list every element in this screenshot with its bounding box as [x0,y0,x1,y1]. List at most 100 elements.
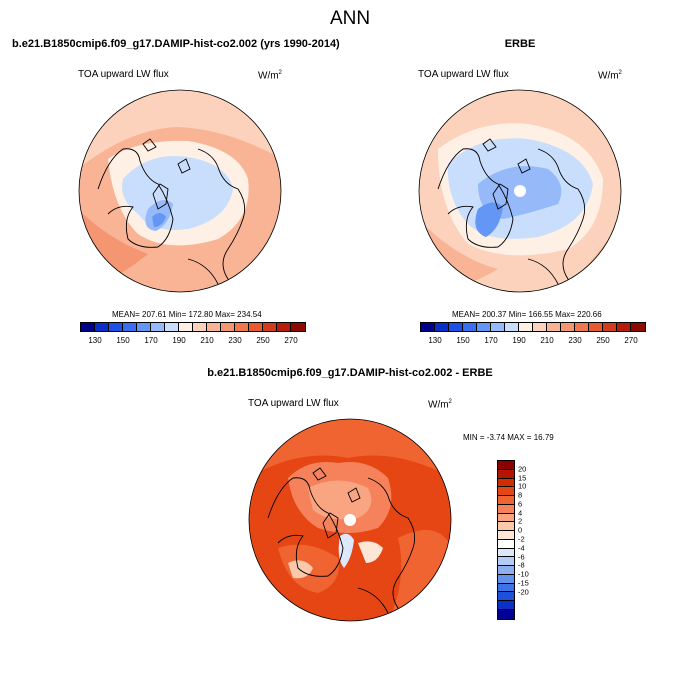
diff-colorbar-ticks: 20 15 10 8 6 4 2 0 -2 -4 -6 -8 -10 -15 -20 [518,460,548,618]
colorbar-swatch [498,513,514,523]
model-stats: MEAN= 207.61 Min= 172.80 Max= 234.54 [112,310,262,319]
colorbar-tick-label: 4 [518,508,523,518]
colorbar-swatch [589,323,603,331]
colorbar-swatch [249,323,263,331]
colorbar-tick-label: -20 [518,587,529,597]
colorbar-swatch [435,323,449,331]
colorbar-tick-label: 0 [518,525,523,535]
colorbar-swatch [498,487,514,497]
colorbar-tick-label: 8 [518,490,523,500]
diff-variable-label: TOA upward LW flux [248,398,339,409]
colorbar-swatch [498,601,514,611]
model-units-label: W/m2 [258,70,282,82]
colorbar-tick-label: 250 [596,336,610,345]
colorbar-swatch [263,323,277,331]
colorbar-tick-label: 15 [518,473,527,483]
diff-panel-title: b.e21.B1850cmip6.f09_g17.DAMIP-hist-co2.… [207,367,493,379]
colorbar-tick-label: -4 [518,543,525,553]
diff-units-label: W/m2 [428,399,452,411]
colorbar-swatch [498,478,514,488]
colorbar-swatch [463,323,477,331]
colorbar-swatch [498,496,514,505]
colorbar-swatch [498,610,514,619]
colorbar-tick-label: 2 [518,516,523,526]
colorbar-tick-label: 270 [284,336,298,345]
colorbar-tick-label: 6 [518,499,523,509]
colorbar-swatch [519,323,533,331]
colorbar-tick-label: 150 [456,336,470,345]
colorbar-swatch [505,323,519,331]
colorbar-tick-label: 230 [228,336,242,345]
colorbar-swatch [491,323,505,331]
colorbar-swatch [477,323,491,331]
obs-polar-map [418,89,622,293]
colorbar-swatch [165,323,179,331]
model-variable-label: TOA upward LW flux [78,69,169,80]
colorbar-swatch [498,531,514,540]
colorbar-tick-label: 150 [116,336,130,345]
colorbar-swatch [421,323,435,331]
obs-units-label: W/m2 [598,70,622,82]
colorbar-swatch [95,323,109,331]
colorbar-tick-label: 170 [484,336,498,345]
obs-colorbar-ticks: 130 150 170 190 210 230 250 270 [420,336,646,348]
colorbar-swatch [631,323,645,331]
colorbar-tick-label: 10 [518,481,527,491]
model-colorbar [80,322,306,332]
colorbar-swatch [193,323,207,331]
colorbar-tick-label: -10 [518,569,529,579]
diff-colorbar [497,460,515,620]
colorbar-tick-label: 130 [88,336,102,345]
obs-variable-label: TOA upward LW flux [418,69,509,80]
colorbar-swatch [179,323,193,331]
colorbar-swatch [123,323,137,331]
colorbar-tick-label: -15 [518,578,529,588]
colorbar-tick-label: 130 [428,336,442,345]
colorbar-swatch [498,574,514,584]
colorbar-tick-label: 170 [144,336,158,345]
colorbar-swatch [498,539,514,549]
colorbar-swatch [449,323,463,331]
colorbar-swatch [498,469,514,479]
model-polar-map [78,89,282,293]
colorbar-swatch [221,323,235,331]
model-colorbar-ticks: 130 150 170 190 210 230 250 270 [80,336,306,348]
colorbar-swatch [498,548,514,558]
colorbar-swatch [533,323,547,331]
colorbar-tick-label: 250 [256,336,270,345]
colorbar-swatch [137,323,151,331]
colorbar-swatch [547,323,561,331]
colorbar-swatch [498,461,514,470]
diff-stats: MIN = -3.74 MAX = 16.79 [463,433,554,442]
colorbar-tick-label: -6 [518,552,525,562]
colorbar-tick-label: 190 [172,336,186,345]
diff-polar-map [248,418,452,622]
colorbar-swatch [498,557,514,567]
model-panel-title: b.e21.B1850cmip6.f09_g17.DAMIP-hist-co2.… [12,38,340,50]
colorbar-swatch [498,566,514,575]
colorbar-swatch [603,323,617,331]
colorbar-tick-label: -2 [518,534,525,544]
main-title: ANN [329,8,371,29]
colorbar-swatch [498,522,514,532]
colorbar-swatch [498,583,514,593]
colorbar-tick-label: 230 [568,336,582,345]
colorbar-tick-label: 20 [518,464,527,474]
colorbar-swatch [575,323,589,331]
colorbar-tick-label: 190 [512,336,526,345]
colorbar-tick-label: 270 [624,336,638,345]
obs-colorbar [420,322,646,332]
colorbar-swatch [207,323,221,331]
colorbar-tick-label: -8 [518,560,525,570]
colorbar-swatch [81,323,95,331]
colorbar-swatch [277,323,291,331]
obs-stats: MEAN= 200.37 Min= 166.55 Max= 220.66 [452,310,602,319]
colorbar-swatch [498,504,514,514]
colorbar-swatch [617,323,631,331]
colorbar-swatch [109,323,123,331]
colorbar-swatch [498,592,514,602]
colorbar-swatch [561,323,575,331]
obs-panel-title: ERBE [504,38,536,50]
colorbar-swatch [151,323,165,331]
colorbar-tick-label: 210 [540,336,554,345]
